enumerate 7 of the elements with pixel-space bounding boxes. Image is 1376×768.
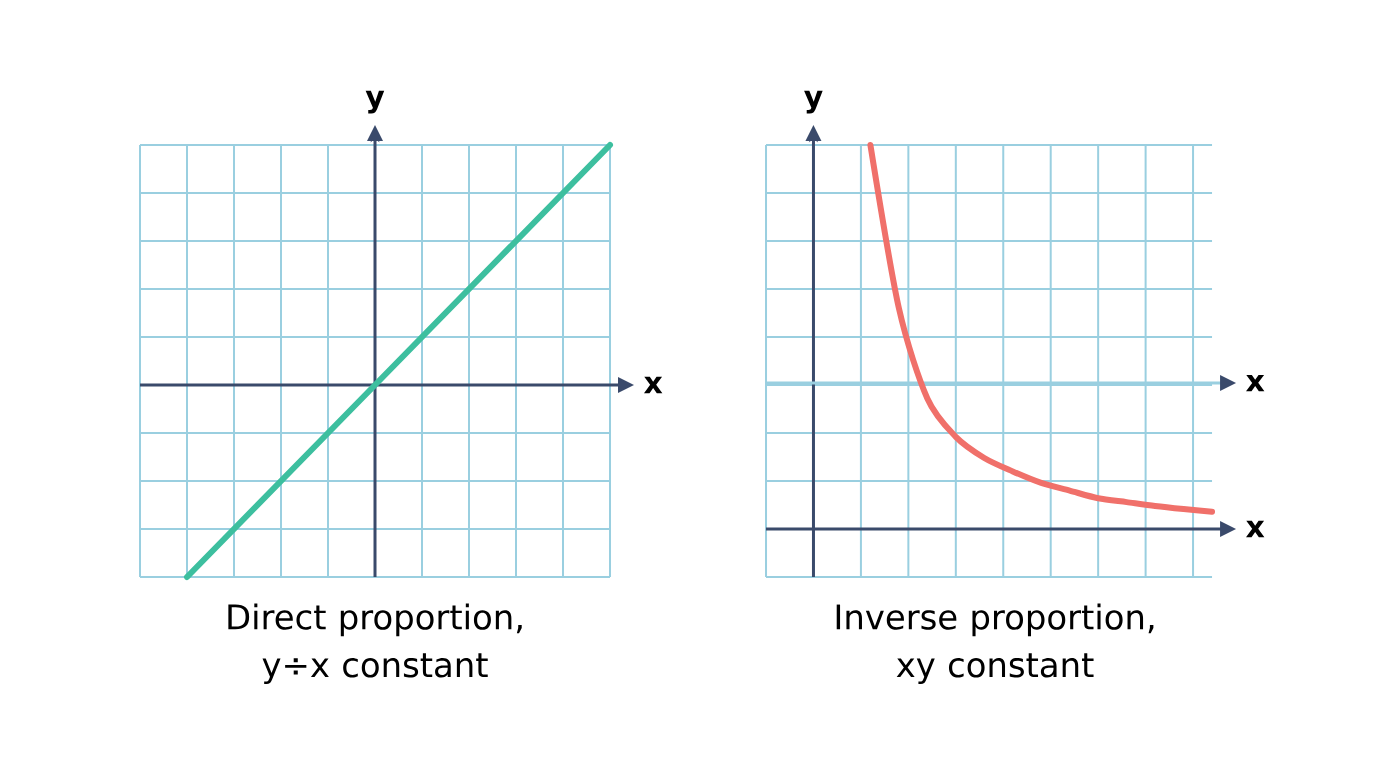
text: Direct proportion, y÷x constant (228, 603, 522, 685)
text: Inverse proportion, xy constant (836, 603, 1154, 685)
x-axis-title: x (643, 376, 663, 394)
x-axis-title: x (1246, 520, 1265, 538)
y-axis-title: y (804, 90, 823, 114)
y-axis-title: y (365, 90, 385, 114)
ref-line-label: x (1246, 374, 1265, 392)
